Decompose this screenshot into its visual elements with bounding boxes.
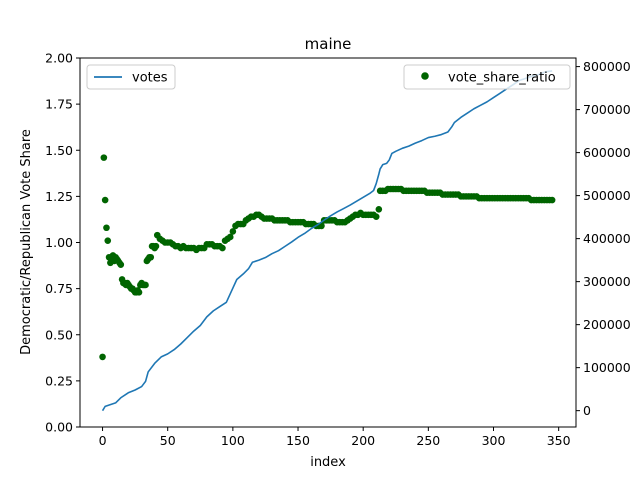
y2-tick-label: 500000 [583, 188, 631, 203]
x-tick-label: 50 [160, 433, 176, 448]
ratio-point [103, 224, 110, 232]
x-tick-label: 250 [416, 433, 440, 448]
right-y-axis-ticks: 0 100000 200000 300000 400000 500000 600000 700… [576, 59, 631, 418]
ratio-point [99, 353, 106, 361]
y-tick-label: 1.00 [45, 235, 73, 250]
y-tick-label: 0.50 [45, 327, 73, 342]
y2-tick-label: 800000 [583, 59, 631, 74]
ratio-point [104, 237, 112, 244]
y-tick-label: 1.50 [45, 143, 73, 158]
y-tick-label: 2.00 [45, 51, 73, 66]
left-y-axis-ticks: 0.00 0.25 0.50 0.75 1.00 1.25 1.50 1.75 2.00 [45, 51, 80, 435]
ratio-point [147, 253, 155, 261]
ratio-point [375, 205, 383, 213]
x-tick-label: 300 [482, 433, 506, 448]
y-tick-label: 1.75 [45, 97, 73, 112]
y-tick-label: 0.25 [45, 373, 73, 388]
y-tick-label: 0.00 [45, 420, 73, 435]
ratio-point [135, 289, 143, 296]
chart-title: maine [305, 35, 352, 53]
y2-tick-label: 700000 [583, 102, 631, 117]
legend-vote-share-ratio-marker [421, 72, 429, 80]
vote-share-ratio-series [99, 154, 556, 361]
ratio-point [101, 196, 109, 204]
ratio-point [100, 154, 108, 161]
ratio-point [548, 196, 556, 204]
ratio-point [226, 233, 234, 241]
legend-votes: votes [86, 64, 176, 90]
votes-line [101, 70, 553, 412]
x-tick-label: 150 [286, 433, 310, 448]
x-axis-label: index [310, 455, 346, 470]
y-axis-label: Democratic/Republican Vote Share [19, 129, 34, 355]
y2-tick-label: 0 [583, 403, 591, 418]
x-tick-label: 350 [547, 433, 571, 448]
y2-tick-label: 300000 [583, 274, 631, 289]
ratio-point [372, 213, 380, 220]
ratio-point [318, 222, 325, 230]
x-tick-label: 0 [99, 433, 107, 448]
votes-series [101, 70, 553, 412]
y2-tick-label: 400000 [583, 231, 631, 246]
y-tick-label: 0.75 [45, 281, 73, 296]
legend-vote-share-ratio-label: vote_share_ratio [448, 71, 556, 86]
y-tick-label: 1.25 [45, 189, 73, 204]
ratio-point [142, 281, 149, 289]
y2-tick-label: 100000 [583, 360, 631, 375]
x-axis-ticks: 0 50 100 150 200 250 300 350 [99, 427, 571, 448]
legend-votes-label: votes [132, 71, 168, 86]
plot-area [80, 58, 576, 427]
legend-votes-box [86, 64, 176, 90]
y2-tick-label: 600000 [583, 145, 631, 160]
y2-tick-label: 200000 [583, 317, 631, 332]
ratio-point [229, 228, 237, 235]
x-tick-label: 100 [221, 433, 245, 448]
x-tick-label: 200 [351, 433, 375, 448]
legend-vote-share-ratio: vote_share_ratio [403, 64, 571, 90]
ratio-point [152, 242, 160, 250]
ratio-point [117, 261, 125, 268]
ratio-point [219, 244, 226, 252]
legend-vote-share-ratio-box [403, 64, 571, 90]
